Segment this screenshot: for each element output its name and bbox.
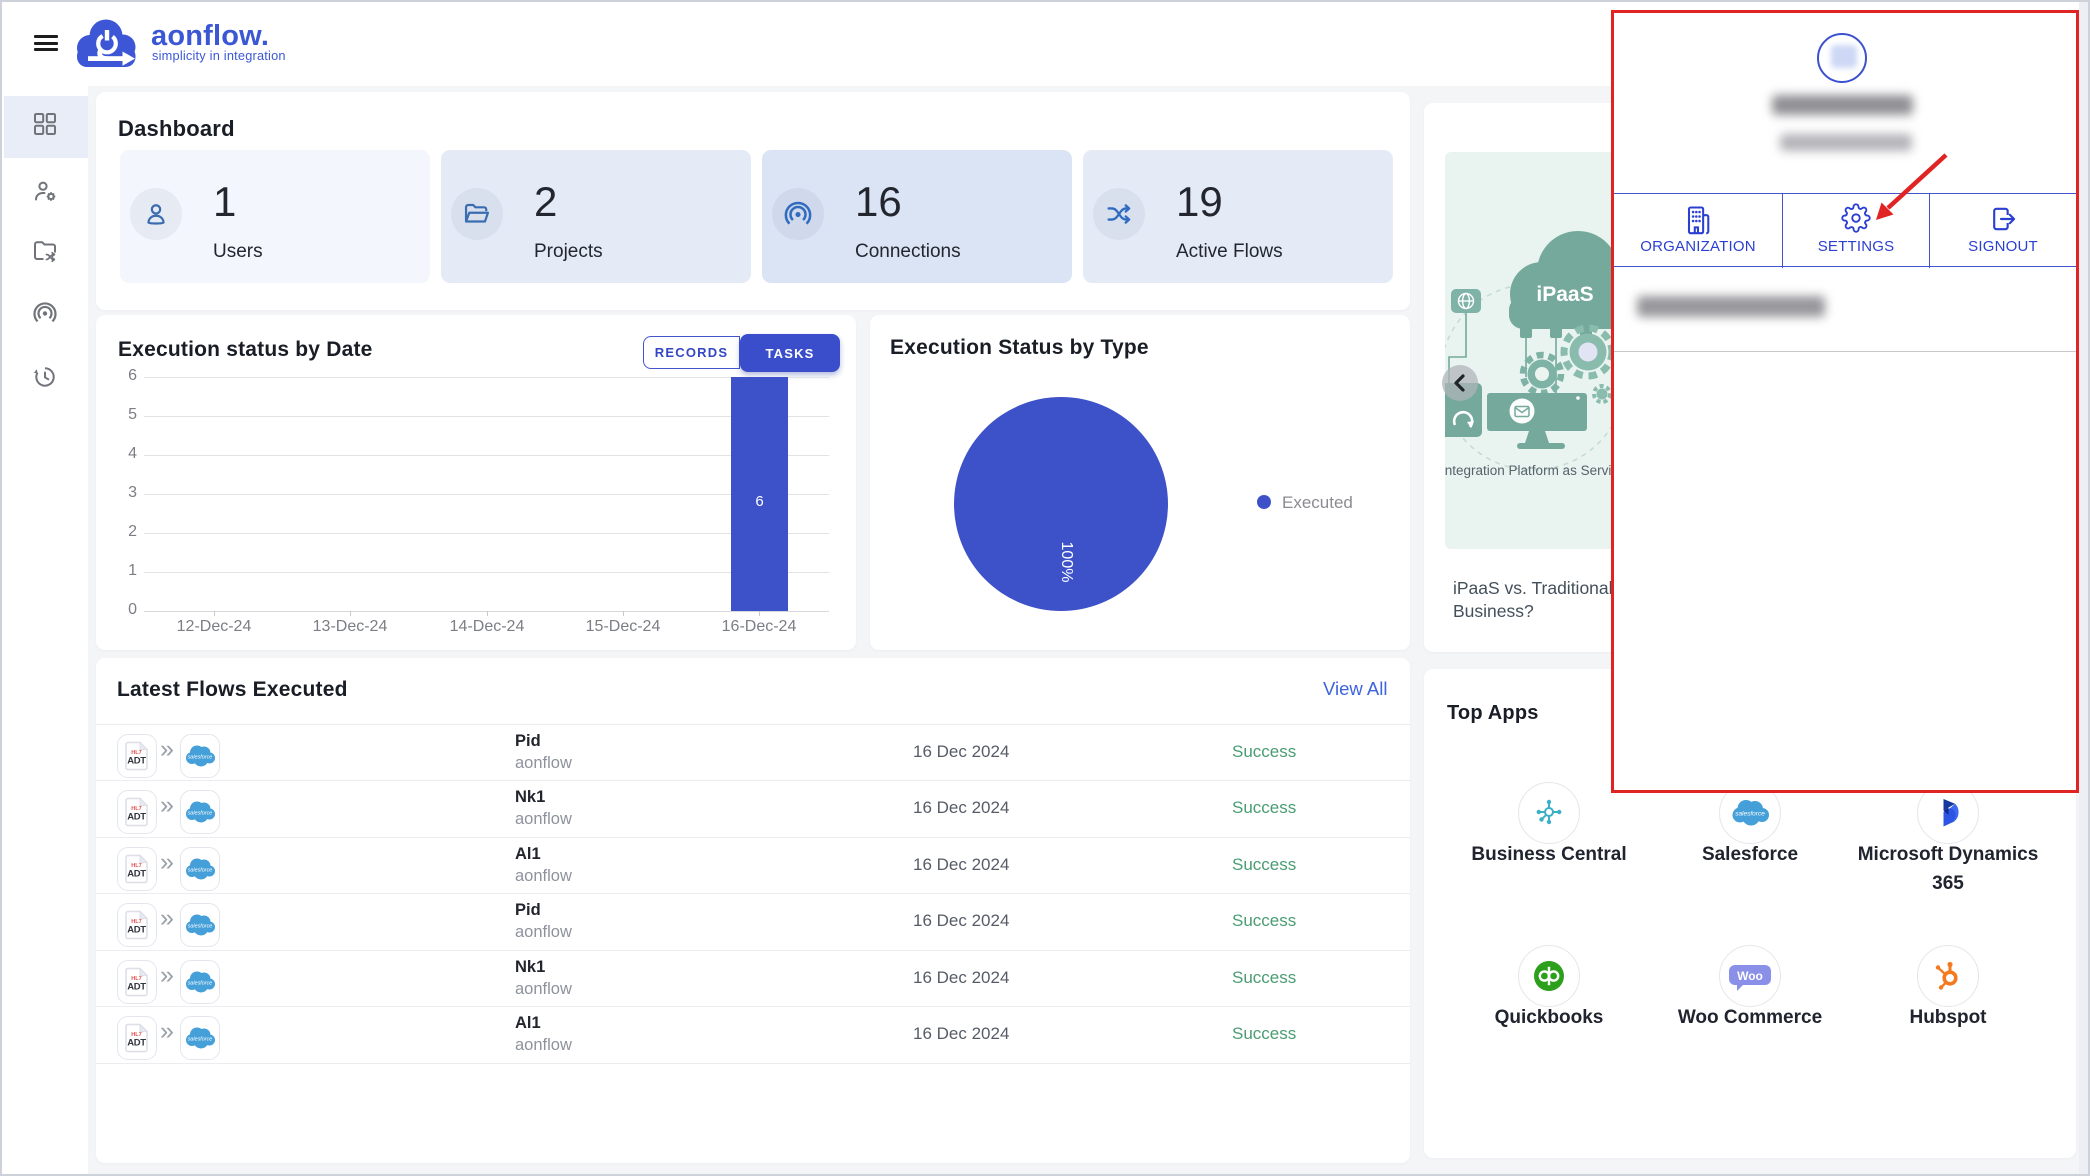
svg-text:salesforce: salesforce bbox=[188, 868, 213, 874]
svg-text:salesforce: salesforce bbox=[188, 811, 213, 817]
svg-text:ADT: ADT bbox=[127, 869, 146, 880]
svg-text:salesforce: salesforce bbox=[188, 755, 213, 761]
svg-text:salesforce: salesforce bbox=[188, 1037, 213, 1043]
svg-text:HL7: HL7 bbox=[131, 863, 142, 869]
svg-text:ADT: ADT bbox=[127, 1038, 146, 1049]
svg-text:ADT: ADT bbox=[127, 756, 146, 767]
svg-text:ADT: ADT bbox=[127, 812, 146, 823]
svg-text:salesforce: salesforce bbox=[188, 981, 213, 987]
svg-text:salesforce: salesforce bbox=[188, 924, 213, 930]
svg-text:HL7: HL7 bbox=[131, 976, 142, 982]
svg-text:HL7: HL7 bbox=[131, 806, 142, 812]
svg-text:Woo: Woo bbox=[1737, 969, 1763, 983]
svg-text:HL7: HL7 bbox=[131, 919, 142, 925]
svg-text:iPaaS: iPaaS bbox=[1536, 283, 1593, 306]
svg-text:HL7: HL7 bbox=[131, 750, 142, 756]
svg-text:salesforce: salesforce bbox=[1735, 811, 1765, 818]
svg-text:ADT: ADT bbox=[127, 982, 146, 993]
svg-text:HL7: HL7 bbox=[131, 1032, 142, 1038]
svg-text:ADT: ADT bbox=[127, 925, 146, 936]
